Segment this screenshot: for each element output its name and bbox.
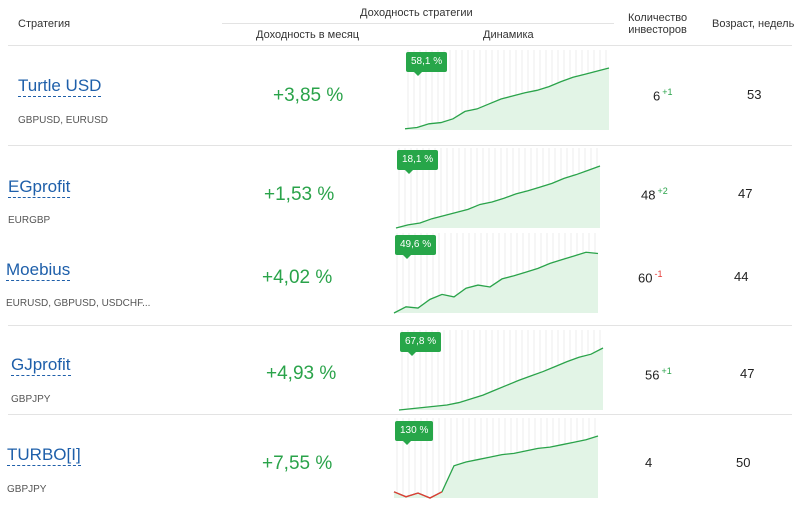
col-yield-group-header: Доходность стратегии [360, 7, 473, 19]
currency-pairs: GBPJPY [7, 484, 47, 495]
col-monthly-header: Доходность в месяц [256, 29, 360, 41]
investors-value: 60 [638, 270, 653, 286]
investors-delta: -1 [654, 269, 663, 279]
total-return-badge: 18,1 % [397, 150, 439, 174]
monthly-yield: +4,93 % [266, 363, 337, 384]
age-weeks: 47 [738, 186, 753, 201]
currency-pairs: EURGBP [8, 215, 51, 226]
age-weeks: 47 [740, 366, 755, 381]
strategy-name-link[interactable]: EGprofit [8, 177, 71, 198]
total-return-badge: 130 % [395, 421, 434, 445]
total-return-badge: 67,8 % [400, 332, 442, 356]
currency-pairs: GBPJPY [11, 394, 51, 405]
dynamics-sparkline[interactable] [393, 233, 599, 315]
monthly-yield: +7,55 % [262, 453, 333, 474]
investors-count: 56 +1 [645, 366, 672, 382]
dynamics-sparkline[interactable] [395, 148, 601, 230]
header-divider [222, 23, 614, 24]
investors-delta: +1 [661, 366, 672, 376]
age-weeks: 50 [736, 455, 751, 470]
header-bottom-border [8, 45, 792, 46]
investors-count: 6 +1 [653, 87, 673, 103]
investors-value: 4 [645, 455, 653, 470]
investors-count: 48 +2 [641, 186, 668, 202]
col-dynamics-header: Динамика [483, 29, 534, 41]
row-divider [8, 325, 792, 326]
strategy-name-link[interactable]: Turtle USD [18, 76, 102, 97]
investors-delta: +1 [662, 87, 673, 97]
col-strategy-header: Стратегия [18, 18, 71, 30]
col-age-header: Возраст, недель [712, 18, 795, 30]
row-divider [8, 145, 792, 146]
monthly-yield: +1,53 % [264, 184, 335, 205]
strategy-name-link[interactable]: GJprofit [11, 355, 71, 376]
investors-value: 48 [641, 187, 656, 203]
investors-value: 6 [653, 88, 661, 104]
investors-value: 56 [645, 367, 660, 383]
strategy-name-link[interactable]: Moebius [6, 260, 71, 281]
dynamics-sparkline[interactable] [393, 418, 599, 500]
monthly-yield: +4,02 % [262, 267, 333, 288]
strategy-name-link[interactable]: TURBO[I] [7, 445, 81, 466]
investors-count: 4 [645, 455, 652, 470]
monthly-yield: +3,85 % [273, 85, 344, 106]
total-return-badge: 49,6 % [395, 235, 437, 259]
investors-delta: +2 [657, 186, 668, 196]
currency-pairs: EURUSD, GBPUSD, USDCHF... [6, 298, 151, 309]
investors-count: 60 -1 [638, 269, 662, 285]
total-return-badge: 58,1 % [406, 52, 448, 76]
col-investors-header: Количество инвесторов [628, 12, 688, 36]
currency-pairs: GBPUSD, EURUSD [18, 115, 109, 126]
row-divider [8, 414, 792, 415]
age-weeks: 44 [734, 269, 749, 284]
age-weeks: 53 [747, 87, 762, 102]
